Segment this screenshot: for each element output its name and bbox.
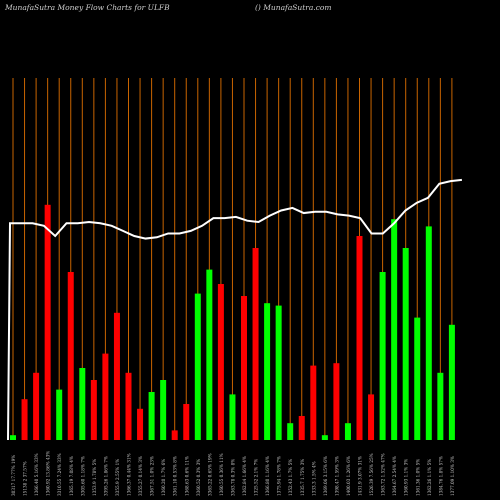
bar — [321, 435, 328, 440]
bar — [79, 368, 86, 440]
bar — [33, 372, 40, 440]
bar — [333, 363, 340, 440]
bar — [287, 423, 294, 440]
bar — [344, 423, 351, 440]
x-tick-label: 1353.9 1.78% 5% — [92, 459, 97, 496]
x-tick-label: 1362.84 1.66% 4% — [242, 456, 247, 496]
bar — [206, 269, 213, 440]
x-tick-label: 1366.80 1.16% 4% — [265, 456, 270, 496]
x-tick-label: 1431.9 3.07% 31% — [358, 456, 363, 496]
bar — [21, 399, 28, 440]
bar — [391, 219, 398, 440]
x-tick-label: 30317 17.77% 19% — [11, 455, 16, 496]
x-tick-label: 1377.09 1.10% 3% — [450, 456, 455, 496]
bar — [10, 435, 16, 440]
grid-lines — [12, 78, 453, 440]
bar — [67, 272, 74, 440]
bar — [241, 296, 247, 440]
bar — [125, 372, 132, 440]
bar — [148, 392, 155, 440]
bar — [137, 408, 144, 440]
bar — [194, 293, 201, 440]
bar — [298, 416, 305, 440]
x-tick-label: 1360.20 1.7% 6% — [161, 459, 166, 496]
x-tick-label: 1335.7 1.75% 3% — [300, 459, 305, 496]
bar — [264, 303, 271, 440]
money-flow-line — [7, 178, 463, 441]
x-tick-label: 3305.60 1.18% 7% — [80, 456, 85, 496]
x-tick-label: 1366.37 0.44% 31% — [127, 453, 132, 496]
x-tick-label: 1360.92 13.86% 43% — [46, 451, 51, 496]
bar — [252, 248, 259, 440]
bar — [229, 394, 236, 440]
x-tick-label: 1363.72 1.52% 47% — [381, 453, 386, 496]
bar — [217, 284, 224, 440]
x-tick-label: 1360.55 0.36% 11% — [219, 453, 224, 496]
x-tick-label: 1361.36 1.0% 5% — [415, 459, 420, 496]
x-tick-label: 3361.10 0.53% 8% — [173, 456, 178, 496]
x-tick-label: 1364.67 2.54% 4% — [392, 456, 397, 496]
bar — [437, 372, 444, 440]
x-tick-label: 1325.52 2.1% 7% — [254, 459, 259, 496]
x-tick-label: 15138 2 37.57% — [23, 461, 28, 496]
bar — [113, 312, 120, 440]
chart-title: MunafaSutra Money Flow Charts for ULFB — [5, 3, 170, 12]
bar — [414, 317, 421, 440]
bar — [102, 353, 109, 440]
x-tick-label: 3395.26 1.86% 7% — [103, 456, 108, 496]
bar — [183, 404, 190, 440]
bar — [448, 324, 455, 440]
bar — [90, 380, 97, 440]
x-tick-label: 1368.63 0.6% 11% — [184, 456, 189, 496]
x-tick-label: 1352.43 1.7% 5% — [288, 459, 293, 496]
bar — [356, 236, 363, 440]
x-tick-label: 1365.19 7.08% 4% — [69, 456, 74, 496]
bar — [56, 389, 63, 440]
site-credit: () MunafaSutra.com — [255, 3, 332, 12]
bar — [275, 305, 282, 440]
bar — [44, 204, 51, 440]
x-tick-label: 1526.39 7.56% 25% — [369, 453, 374, 496]
bar — [402, 248, 409, 440]
x-tick-label: 1333.3 1.5% 4% — [311, 461, 316, 496]
x-tick-label: 1362.26 1.1% 5% — [427, 459, 432, 496]
x-tick-label: 1366.40 5.16% 33% — [34, 453, 39, 496]
x-tick-label: 3363.78 0.3% 8% — [230, 459, 235, 496]
bar — [425, 226, 432, 440]
x-tick-label: 3367.51 1.0% 23% — [150, 456, 155, 496]
x-tick-label: 1360.93 1.1% 3% — [404, 459, 409, 496]
x-axis-labels: 30317 17.77% 19% 15138 2 37.57% 1366.40 5.… — [11, 451, 455, 496]
bar — [171, 430, 178, 440]
x-tick-label: 3360.52 0.3% 3% — [196, 459, 201, 496]
bar — [379, 272, 386, 440]
x-tick-label: 3355.27 0.14% 3% — [138, 456, 143, 496]
x-tick-label: 3365.22 0.65% 19% — [207, 453, 212, 496]
bar-series — [10, 204, 455, 440]
x-tick-label: 3310.55 7.24% 33% — [57, 453, 62, 496]
x-tick-label: 3355.9 2.55% 1% — [115, 459, 120, 496]
bar — [160, 380, 167, 440]
x-tick-label: 1400.03 1.26% 6% — [346, 456, 351, 496]
x-tick-label: 1375.94 1.78% 7% — [277, 456, 282, 496]
x-tick-label: 1384.76 1.8% 57% — [438, 456, 443, 496]
x-tick-label: 1398.47 1.59% 3% — [334, 456, 339, 496]
bar — [368, 394, 375, 440]
bar — [310, 365, 317, 440]
x-tick-label: 1369.06 3.15% 6% — [323, 456, 328, 496]
